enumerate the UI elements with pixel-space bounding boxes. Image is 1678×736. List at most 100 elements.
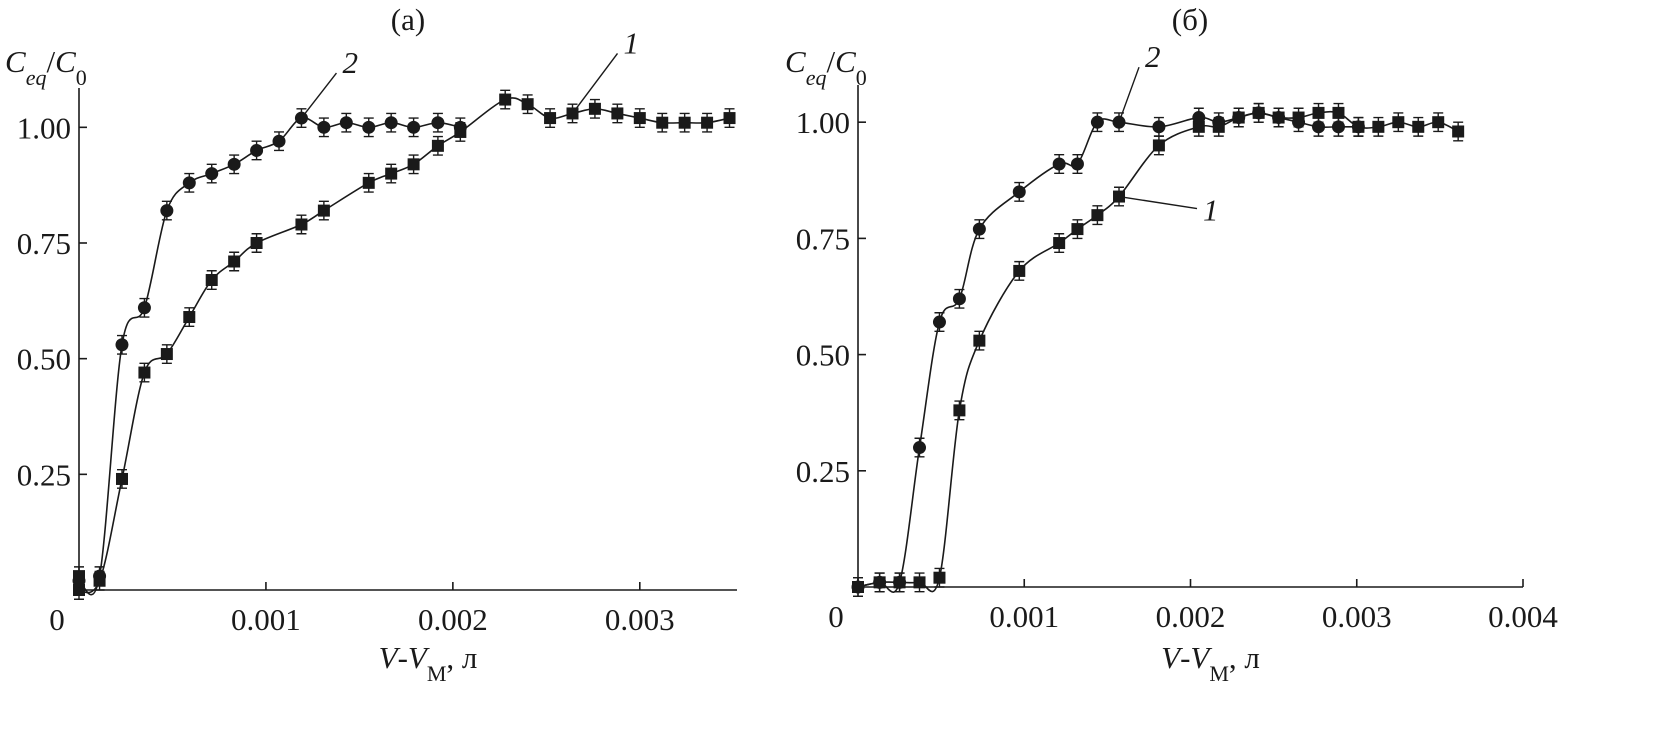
point [1052, 157, 1066, 171]
point [1013, 264, 1026, 277]
point [317, 120, 331, 134]
point [1351, 120, 1365, 134]
point [952, 292, 966, 306]
point [115, 472, 128, 485]
point [160, 204, 174, 218]
x-axis-label-part: М [1209, 661, 1229, 686]
x-axis-label-part: - [1180, 640, 1190, 675]
point [183, 311, 196, 324]
point [933, 571, 946, 584]
x-tick-label: 0.004 [1488, 599, 1558, 634]
curve-label-leader [571, 53, 619, 114]
x-axis-label-part: М [427, 661, 447, 686]
point [1090, 115, 1104, 129]
point [1232, 111, 1246, 125]
point [1272, 111, 1286, 125]
y-axis-label-part: C [835, 44, 856, 79]
point [973, 334, 986, 347]
point [385, 167, 398, 180]
series-line [857, 110, 1459, 593]
point [1312, 106, 1325, 119]
point [362, 120, 376, 134]
point [407, 158, 420, 171]
point [499, 93, 512, 106]
point [137, 301, 151, 315]
curve-label-leader [1118, 66, 1140, 123]
point [588, 102, 601, 115]
point [1392, 116, 1405, 129]
panel-title: (а) [391, 2, 425, 37]
point [723, 112, 736, 125]
series-line [857, 112, 1359, 593]
x-tick-label: 0.002 [1156, 599, 1226, 634]
point [851, 580, 865, 594]
point [932, 315, 946, 329]
point [182, 176, 196, 190]
curve-label: 2 [1145, 39, 1161, 74]
x-axis-label: V-VМ, л [379, 640, 478, 686]
point [1452, 125, 1465, 138]
point [317, 204, 330, 217]
point [1152, 139, 1165, 152]
y-tick-label: 1.00 [17, 110, 71, 145]
x-tick-label: 0 [828, 599, 844, 634]
x-tick-label: 0.002 [418, 602, 488, 637]
point [407, 120, 421, 134]
point [72, 574, 86, 588]
curve-label-leader [1118, 195, 1198, 210]
curve-label-leader [300, 72, 338, 119]
point [138, 366, 151, 379]
point [339, 116, 353, 130]
point [1212, 115, 1226, 129]
point [250, 236, 263, 249]
series-line [78, 116, 461, 596]
point [1252, 106, 1266, 120]
point [453, 120, 467, 134]
point [1053, 237, 1066, 250]
x-tick-label: 0.001 [989, 599, 1059, 634]
point [93, 569, 107, 583]
y-tick-label: 0.25 [17, 457, 71, 492]
point [893, 575, 907, 589]
y-axis-label-part: C [5, 44, 26, 79]
x-tick-label: 0 [49, 602, 65, 637]
x-axis-label-part: , л [1229, 640, 1260, 675]
point [228, 255, 241, 268]
point [1091, 209, 1104, 222]
point [1012, 185, 1026, 199]
y-axis-label: Ceq/C0 [785, 44, 867, 90]
point [1292, 115, 1306, 129]
point [521, 98, 534, 111]
point [1332, 106, 1345, 119]
y-axis-label-part: / [46, 44, 55, 79]
y-tick-label: 0.75 [796, 221, 850, 256]
point [1412, 120, 1425, 133]
point [295, 218, 308, 231]
point [250, 143, 264, 157]
y-axis-label-part: C [785, 44, 806, 79]
y-axis-label-part: 0 [76, 65, 87, 90]
point [362, 176, 375, 189]
point [205, 167, 219, 181]
x-axis-label-part: , л [446, 640, 477, 675]
x-axis-label-part: V [1190, 640, 1212, 675]
point [544, 112, 557, 125]
point [611, 107, 624, 120]
point [1372, 120, 1385, 133]
point [953, 404, 966, 417]
point [1312, 120, 1326, 134]
y-axis-label: Ceq/C0 [5, 44, 87, 90]
point [678, 116, 691, 129]
curve-label: 2 [342, 45, 358, 80]
point [1152, 120, 1166, 134]
x-tick-label: 0.003 [1322, 599, 1392, 634]
point [656, 116, 669, 129]
point [205, 274, 218, 287]
panel-title: (б) [1172, 2, 1208, 37]
point [1070, 157, 1084, 171]
x-axis-label-part: V [379, 640, 401, 675]
point [1192, 111, 1206, 125]
point [701, 116, 714, 129]
